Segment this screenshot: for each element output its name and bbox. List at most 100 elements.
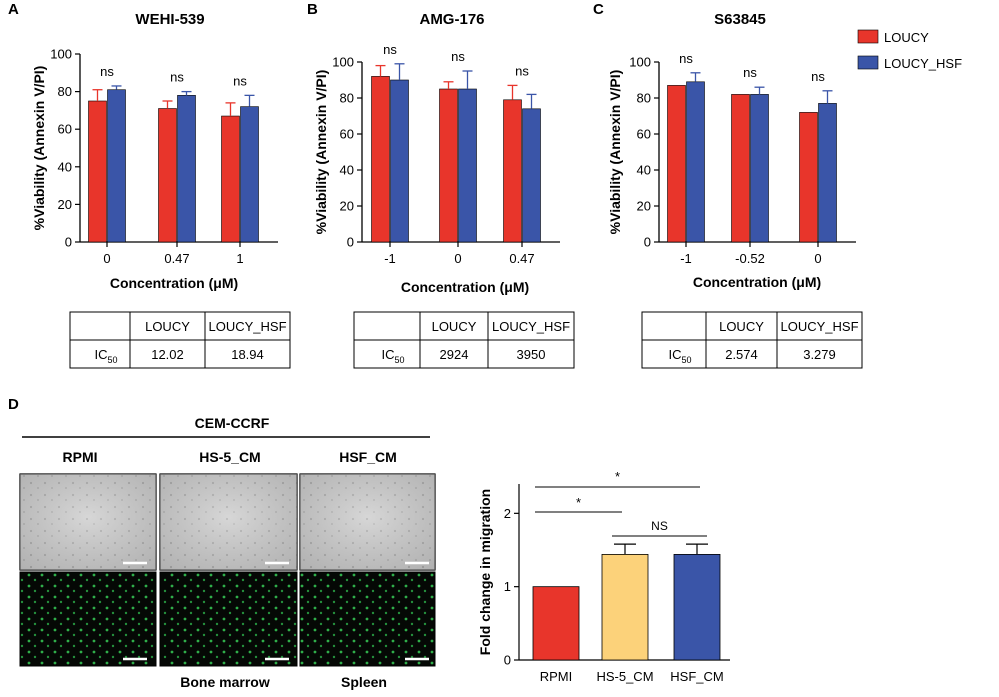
bar-loucy-0 [667,85,686,243]
bar-loucy-hsf-0 [107,89,126,243]
significance-label: ns [743,65,757,80]
legend-label-loucy: LOUCY [884,30,929,45]
table-row-label: IC50 [668,347,691,365]
y-tick-label: 20 [637,199,651,214]
table-row-label: IC50 [94,347,117,365]
significance-label: * [576,495,581,510]
chart-title: S63845 [714,11,766,28]
y-tick-label: 80 [58,84,72,99]
bar-rpmi [532,586,580,661]
x-tick-label: HS-5_CM [596,669,653,684]
significance-label: NS [651,519,668,533]
y-tick-label: 100 [50,47,72,62]
bar-loucy-hsf-0 [686,81,705,243]
panel-letter-d: D [8,396,19,413]
image-fluorescence-rpmi [19,571,157,667]
bar-loucy-hsf-1 [750,94,769,243]
y-axis-label: %Viability (Annexin V/PI) [31,66,47,231]
y-tick-label: 60 [637,127,651,142]
x-tick-label: -1 [680,251,692,266]
bar-loucy-2 [221,115,240,243]
y-tick-label: 0 [504,653,511,668]
x-tick-label: 0 [103,251,110,266]
y-tick-label: 80 [340,91,354,106]
image-fluorescence-hs5 [159,571,298,667]
x-tick-label: 0.47 [164,251,189,266]
table-row-label: IC50 [381,347,404,365]
ic50-table: LOUCY LOUCY_HSF IC50 12.02 18.94 [69,311,291,369]
panel-letter-b: B [307,1,318,18]
y-tick-label: 0 [65,235,72,250]
panel-letter-a: A [8,1,19,18]
legend: LOUCY LOUCY_HSF [857,29,962,71]
panel-d-images: CEM-CCRF RPMI HS-5_CM HSF_CM Bone marrow… [19,415,436,690]
significance-label: ns [451,49,465,64]
chart-migration: Fold change in migration 0 1 2 RPMI HS-5_CM HS… [477,469,730,684]
footer-label-bone-marrow: Bone marrow [180,674,270,690]
bar-loucy-1 [731,94,750,243]
ic50-table: LOUCY LOUCY_HSF IC50 2.574 3.279 [641,311,863,369]
significance-label: ns [383,42,397,57]
significance-label: ns [100,64,114,79]
y-axis-label: %Viability (Annexin V/PI) [607,70,623,235]
table-header: LOUCY_HSF [780,319,858,334]
y-tick-label: 60 [58,122,72,137]
table-cell: 3950 [517,347,546,362]
legend-label-loucy-hsf: LOUCY_HSF [884,56,962,71]
ic-subscript: 50 [394,355,404,365]
bar-hs-5-cm [601,554,649,661]
y-tick-label: 20 [340,199,354,214]
image-fluorescence-hsf [299,571,436,667]
panel-d-header: CEM-CCRF [195,415,270,431]
significance-label: ns [170,70,184,85]
significance-label: * [615,469,620,484]
y-axis-label: %Viability (Annexin V/PI) [313,70,329,235]
y-tick-label: 40 [58,159,72,174]
bar-hsf-cm [673,554,721,661]
y-axis-label: Fold change in migration [477,489,493,655]
table-header: LOUCY [432,319,477,334]
chart-s63845: S63845 %Viability (Annexin V/PI) 0 20 40 60 80… [607,11,863,369]
y-tick-label: 20 [58,197,72,212]
condition-label-hsf: HSF_CM [339,449,397,465]
y-tick-label: 100 [332,55,354,70]
table-cell: 12.02 [151,347,184,362]
ic-subscript: 50 [681,355,691,365]
x-tick-label: -1 [384,251,396,266]
y-tick-label: 80 [637,91,651,106]
x-tick-label: 0 [814,251,821,266]
ic-subscript: 50 [107,355,117,365]
significance-label: ns [679,51,693,66]
condition-label-hs5: HS-5_CM [199,449,260,465]
ic-label: IC [668,347,681,362]
table-cell: 2.574 [725,347,758,362]
bar-loucy-hsf-0 [390,79,409,243]
x-tick-label: -0.52 [735,251,765,266]
table-header: LOUCY_HSF [208,319,286,334]
table-header: LOUCY [719,319,764,334]
footer-label-spleen: Spleen [341,674,387,690]
x-axis-label: Concentration (μM) [401,279,529,295]
x-tick-label: 1 [236,251,243,266]
chart-wehi-539: WEHI-539 %Viability (Annexin V/PI) 0 20 40 60… [31,11,291,369]
ic-label: IC [94,347,107,362]
x-tick-label: 0.47 [509,251,534,266]
significance-label: ns [233,73,247,88]
bar-loucy-hsf-2 [522,108,541,243]
x-tick-label: RPMI [540,669,573,684]
table-cell: 3.279 [803,347,836,362]
x-axis-label: Concentration (μM) [110,275,238,291]
bar-loucy-0 [88,100,107,243]
chart-amg-176: AMG-176 %Viability (Annexin V/PI) 0 20 40 60 8… [313,11,575,369]
ic50-table: LOUCY LOUCY_HSF IC50 2924 3950 [353,311,575,369]
bar-loucy-0 [371,76,390,243]
bar-loucy-1 [439,88,458,243]
table-header: LOUCY_HSF [492,319,570,334]
y-tick-label: 40 [340,163,354,178]
y-tick-label: 100 [629,55,651,70]
y-tick-label: 0 [644,235,651,250]
table-cell: 18.94 [231,347,264,362]
x-tick-label: HSF_CM [670,669,723,684]
panel-letter-c: C [593,1,604,18]
